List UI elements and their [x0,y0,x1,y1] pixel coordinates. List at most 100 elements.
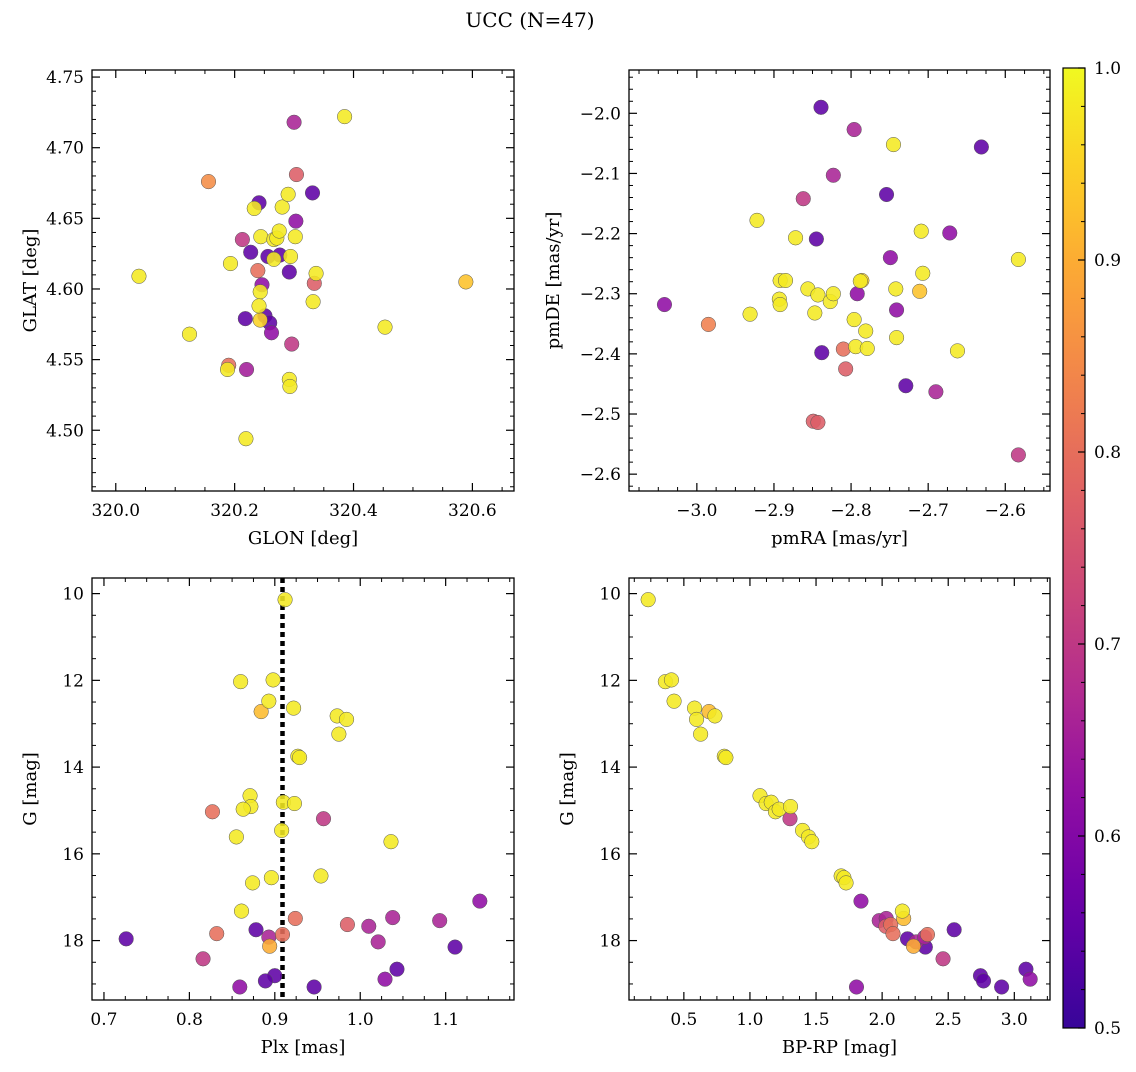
scatter-point [795,191,811,207]
scatter-point [331,726,347,742]
scatter-point [825,286,841,302]
scatter-point [286,795,303,812]
scatter-point [253,229,269,245]
scatter-point [472,893,488,909]
colorbar-gradient [1062,67,1086,1029]
scatter-point [263,870,279,886]
y-tick-label: 10 [599,585,621,605]
scatter-point [846,121,862,138]
plot-frame [91,69,515,492]
scatter-point [905,938,922,954]
scatter-point [286,114,302,130]
scatter-point [849,286,865,302]
y-tick-label: −2.4 [580,345,621,365]
scatter-point [292,750,308,766]
y-tick-label: 18 [599,932,621,952]
scatter-point [1022,971,1038,987]
scatter-point [385,910,401,926]
scatter-points [131,109,474,447]
scatter-point [693,726,709,742]
scatter-point [271,223,287,239]
y-tick-label: 14 [599,758,621,778]
scatter-point [656,297,673,313]
scatter-points [656,99,1026,463]
panel-proper-motion: −3.0 −2.9 −2.8 −2.7 −2.6 −2.6 −2.5 −2.4 −2.3 −2.2… [543,69,1051,549]
x-tick-label: 1.5 [803,1010,830,1030]
scatter-point [232,979,248,995]
scatter-point [253,704,269,720]
scatter-point [772,297,788,313]
x-tick-label: 320.2 [210,501,259,521]
x-tick-label: 1.1 [432,1010,459,1030]
scatter-point [261,693,277,709]
scatter-point [935,951,951,967]
scatter-point [308,265,324,281]
scatter-point [209,926,225,942]
scatter-point [287,229,303,245]
scatter-point [813,99,829,115]
x-tick-label: 2.0 [869,1010,896,1030]
scatter-point [640,592,656,608]
scatter-point [389,961,405,977]
scatter-point [458,274,474,290]
scatter-point [288,213,304,229]
scatter-point [852,273,868,289]
plot-frame [628,69,1051,492]
y-tick-label: 12 [599,671,621,691]
scatter-point [252,312,268,328]
y-tick-label: −2.6 [580,465,621,485]
scatter-point [274,926,291,943]
x-tick-label: 1.0 [736,1010,763,1030]
scatter-points [640,592,1038,995]
scatter-point [878,186,895,203]
colorbar: 0.5 0.6 0.7 0.8 0.9 1.0 [1062,59,1121,1039]
scatter-point [274,199,290,215]
y-tick-label: 4.60 [46,280,84,300]
scatter-point [882,250,898,266]
y-tick-label: 18 [62,932,84,952]
scatter-point [810,414,826,430]
scatter-point [846,312,862,328]
y-axis-label: G [mag] [557,752,578,825]
scatter-point [1010,251,1026,268]
scatter-point [222,255,239,272]
scatter-point [912,283,928,299]
scatter-point [257,973,273,989]
scatter-point [807,305,823,321]
scatter-point [848,979,865,995]
scatter-point [885,926,901,942]
scatter-point [306,979,322,995]
scatter-point [277,592,293,608]
y-tick-label: −2.3 [580,285,621,305]
scatter-point [245,875,261,891]
scatter-point [777,272,794,289]
scatter-point [859,340,875,357]
scatter-point [898,378,914,394]
scatter-point [782,799,799,815]
scatter-point [858,323,874,339]
panel-parallax-magnitude: 0.7 0.8 0.9 1.0 1.1 10 12 14 16 18 Plx [mas] G [mag… [20,577,515,1058]
x-tick-label: −2.8 [830,501,871,521]
x-tick-label: 3.0 [1001,1010,1028,1030]
scatter-point [885,137,902,153]
scatter-point [237,311,253,327]
panel-sky-position: 320.0 320.2 320.4 320.6 4.50 4.55 4.60 4.65 4.70… [20,68,515,549]
x-axis-label: BP-RP [mag] [782,1037,897,1058]
scatter-point [825,167,841,183]
scatter-points [118,592,488,995]
scatter-point [339,711,355,727]
y-axis-label: GLAT [deg] [20,229,41,333]
scatter-point [718,750,734,766]
x-tick-label: −2.9 [753,501,794,521]
scatter-point [808,231,824,247]
scatter-point [432,913,448,929]
scatter-point [286,700,302,716]
scatter-point [339,916,355,933]
scatter-point [838,361,854,377]
scatter-point [994,979,1010,995]
scatter-point [447,939,463,955]
scatter-point [949,343,966,359]
scatter-point [894,903,910,919]
y-tick-label: 12 [62,671,84,691]
scatter-point [233,674,249,690]
